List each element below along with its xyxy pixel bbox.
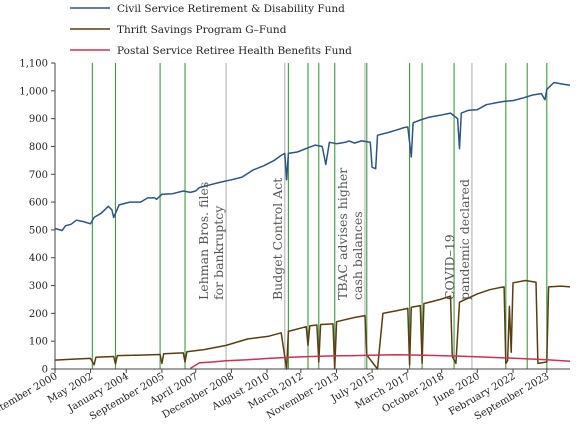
event-annotation: TBAC advises higher bbox=[335, 168, 350, 300]
legend-label: Postal Service Retiree Health Benefits F… bbox=[117, 45, 352, 57]
y-tick-label: 300 bbox=[29, 281, 48, 292]
y-tick-label: 1,000 bbox=[19, 86, 48, 97]
legend-label: Civil Service Retirement & Disability Fu… bbox=[117, 3, 345, 15]
y-tick-label: 600 bbox=[29, 198, 48, 209]
y-tick-label: 200 bbox=[29, 309, 48, 320]
y-tick-label: 100 bbox=[29, 337, 48, 348]
y-tick-label: 800 bbox=[29, 142, 48, 153]
y-tick-label: 400 bbox=[29, 253, 48, 264]
event-annotation: cash balances bbox=[350, 211, 365, 300]
y-tick-label: 900 bbox=[29, 114, 48, 125]
series-line bbox=[54, 81, 571, 232]
event-annotation: Lehman Bros. files bbox=[196, 182, 211, 300]
event-annotation: COVID–19 bbox=[442, 234, 457, 300]
y-tick-label: 700 bbox=[29, 170, 48, 181]
annotations: Lehman Bros. files for bankruptcy Budget C… bbox=[196, 168, 472, 300]
legend-label: Thrift Savings Program G–Fund bbox=[117, 24, 287, 36]
series-line bbox=[190, 354, 571, 370]
y-tick-label: 0 bbox=[42, 365, 48, 376]
y-tick-label: 1,100 bbox=[19, 59, 48, 70]
y-tick-label: 500 bbox=[29, 225, 48, 236]
event-annotation: Budget Control Act bbox=[270, 178, 285, 300]
legend: Civil Service Retirement & Disability Fu… bbox=[70, 3, 352, 57]
series-line bbox=[54, 279, 571, 370]
event-annotation: pandemic declared bbox=[457, 179, 472, 300]
series-lines bbox=[54, 81, 571, 370]
event-annotation: for bankruptcy bbox=[211, 205, 226, 300]
